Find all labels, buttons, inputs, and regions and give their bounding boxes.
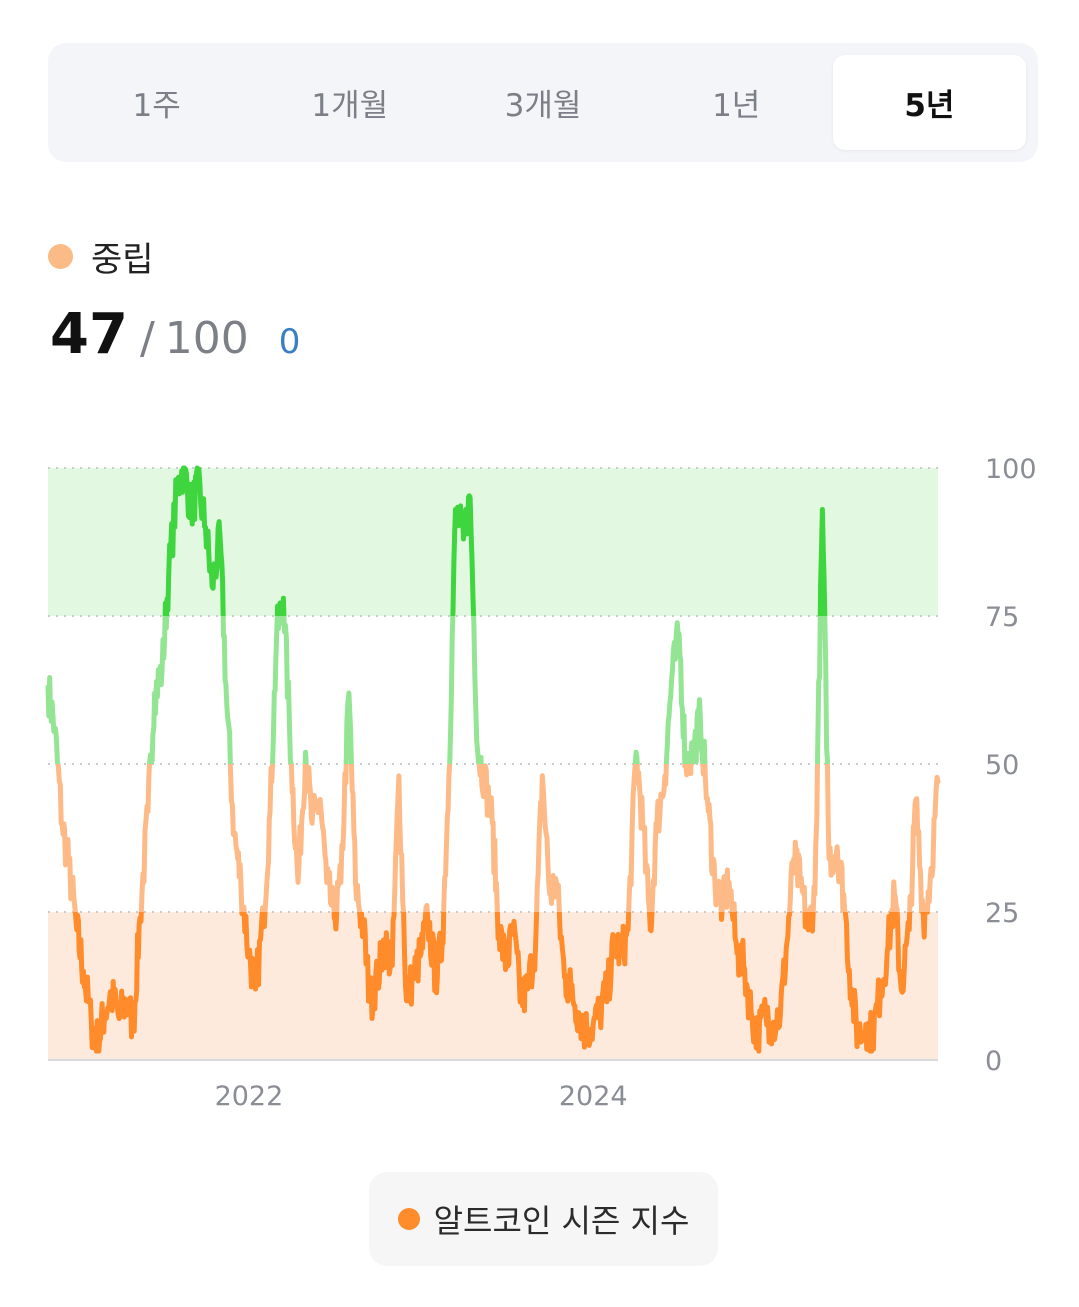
- x-axis-ticks: 2022 2024: [215, 1081, 628, 1112]
- tab-1-year[interactable]: 1년: [712, 88, 761, 124]
- index-max: 100: [164, 313, 249, 364]
- y-tick-label: 25: [985, 898, 1019, 929]
- y-tick-label: 50: [985, 750, 1019, 781]
- index-change: 0: [278, 322, 301, 362]
- status-label: 중립: [91, 240, 154, 280]
- series-line-group: [45, 465, 941, 1054]
- altcoin-season-chart: 0 25 50 75 100 2022 2024: [45, 454, 1037, 1112]
- tab-5-years[interactable]: 5년: [832, 55, 1027, 150]
- series-line-segment: [55, 764, 941, 912]
- status-dot-icon: [48, 244, 73, 269]
- tab-1-month[interactable]: 1개월: [311, 88, 389, 124]
- period-tab-bar: 1주 1개월 3개월 1년 5년: [48, 43, 1038, 162]
- legend-dot-icon: [397, 1208, 420, 1230]
- index-value-row: 47 / 100 0: [50, 302, 300, 367]
- y-tick-label: 75: [985, 602, 1019, 633]
- sentiment-status: 중립: [48, 232, 154, 281]
- y-tick-label: 0: [985, 1046, 1002, 1077]
- bitcoin-season-band: [48, 912, 938, 1060]
- x-tick-label: 2024: [559, 1081, 628, 1112]
- tab-1-week[interactable]: 1주: [132, 88, 181, 124]
- index-value: 47: [50, 302, 128, 367]
- y-tick-label: 100: [985, 454, 1037, 485]
- index-separator: /: [139, 313, 155, 364]
- y-axis-ticks: 0 25 50 75 100: [985, 454, 1037, 1077]
- chart-legend[interactable]: 알트코인 시즌 지수: [369, 1172, 718, 1266]
- series-line-segment: [72, 912, 931, 1054]
- x-tick-label: 2022: [215, 1081, 284, 1112]
- series-line-segment: [162, 465, 828, 616]
- tab-3-months[interactable]: 3개월: [504, 88, 582, 124]
- legend-label: 알트코인 시즌 지수: [433, 1202, 690, 1240]
